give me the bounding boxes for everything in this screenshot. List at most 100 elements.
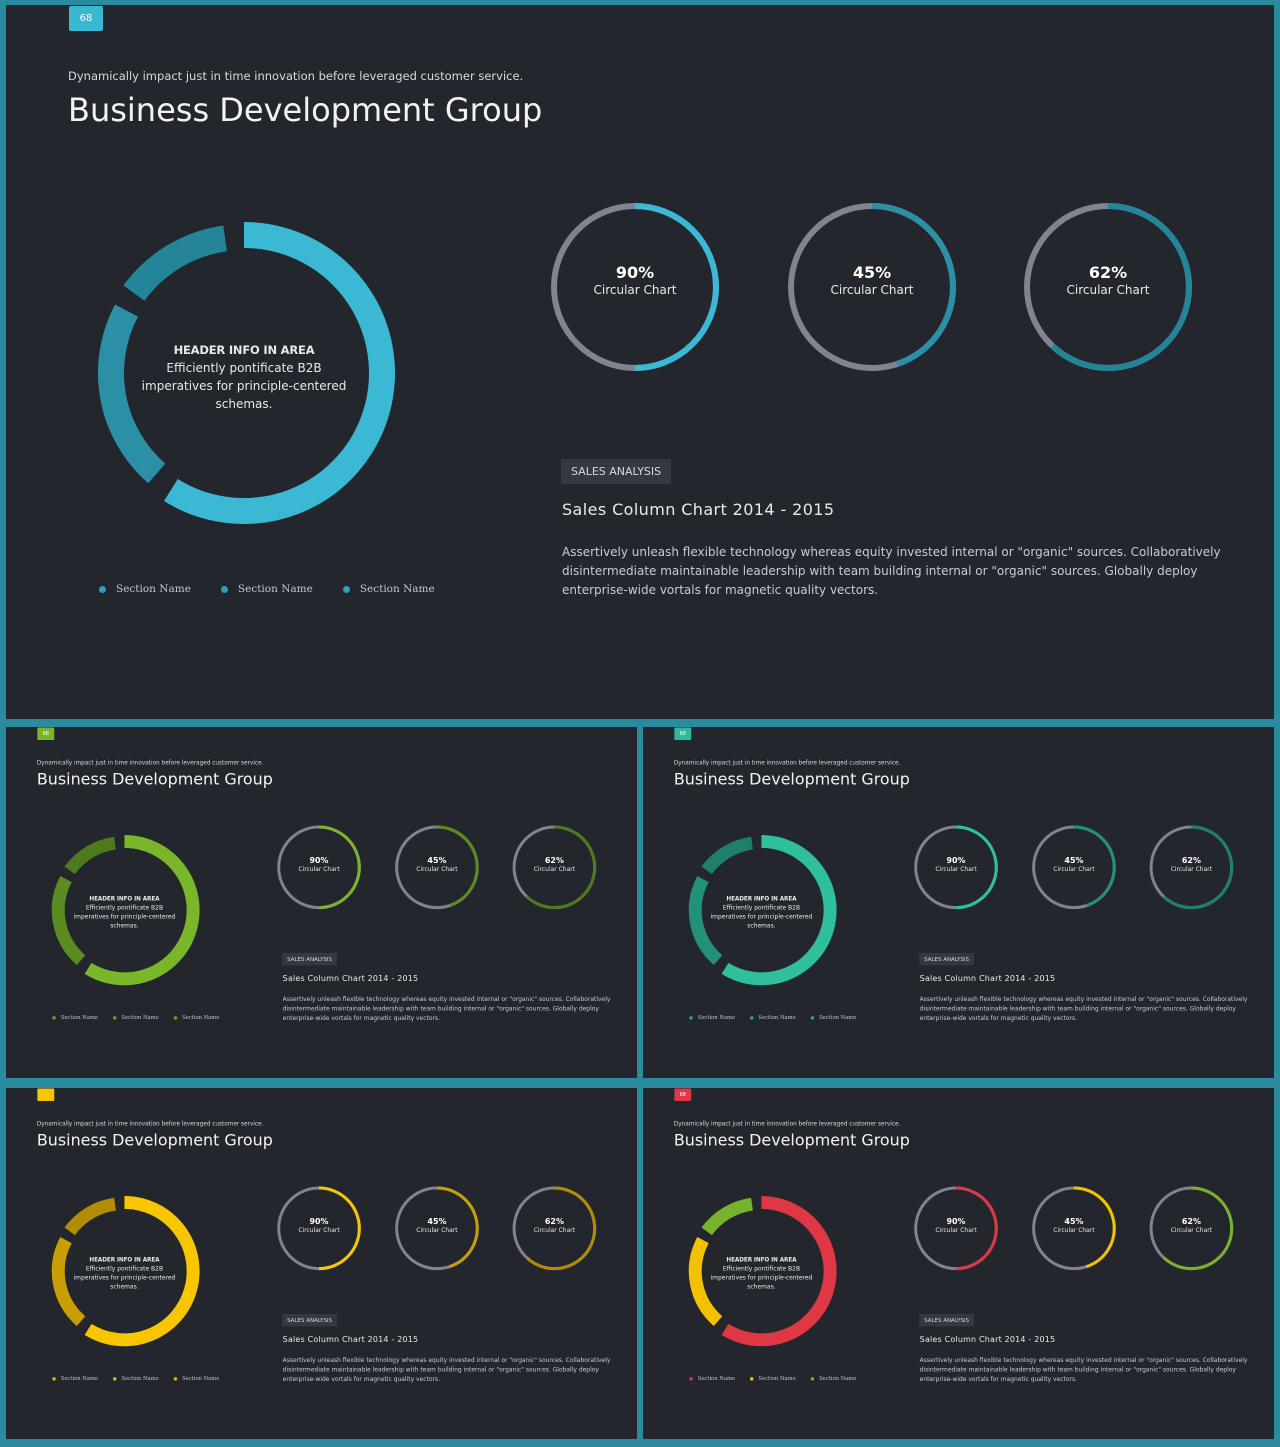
ring-value: 62%: [1088, 263, 1128, 282]
legend-item: Section Name: [112, 1014, 159, 1021]
legend-dot: [220, 585, 228, 593]
donut-segment: [688, 876, 723, 965]
slide-number-badge: 68: [674, 727, 692, 740]
segmented-donut-chart: [688, 1195, 837, 1347]
donut-center-text: HEADER INFO IN AREA Efficiently pontifica…: [68, 1255, 180, 1291]
legend-item: Section Name: [52, 1015, 98, 1021]
ring-text: 90% Circular Chart: [276, 1216, 362, 1233]
ring-value: 45%: [427, 855, 447, 865]
donut-center-text: HEADER INFO IN AREA Efficiently pontifica…: [68, 894, 180, 930]
legend-label: Section Name: [237, 583, 313, 595]
legend-label: Section Name: [819, 1375, 857, 1382]
ring-text: 62% Circular Chart: [512, 855, 598, 872]
slide-title: Business Development Group: [36, 769, 273, 789]
ring-label: Circular Chart: [593, 283, 677, 297]
ring-text: 45% Circular Chart: [394, 1216, 480, 1233]
ring-text: 62% Circular Chart: [1022, 263, 1194, 297]
ring-value: 62%: [544, 1216, 564, 1226]
legend-label: Section Name: [121, 1014, 159, 1021]
ring-progress-arc: [956, 825, 998, 910]
donut-segment: [51, 1237, 86, 1326]
ring-progress-arc: [1162, 1186, 1234, 1271]
legend-item: Section Name: [689, 1376, 735, 1382]
legend-item: Section Name: [810, 1014, 857, 1021]
ring-text: 45% Circular Chart: [1031, 855, 1117, 872]
legend-dot: [749, 1015, 754, 1020]
description-paragraph: Assertively unleash flexible technology …: [282, 1356, 611, 1383]
legend-dot: [689, 1376, 693, 1381]
legend-label: Section Name: [359, 583, 435, 595]
ring-label: Circular Chart: [533, 1226, 576, 1234]
legend-item: Section Name: [52, 1376, 98, 1382]
donut-header: HEADER INFO IN AREA: [726, 895, 797, 903]
sales-analysis-tag: SALES ANALYSIS: [919, 1313, 975, 1327]
circular-progress: 45% Circular Chart: [394, 1186, 480, 1272]
legend: Section Name Section Name Section Name: [689, 1376, 856, 1382]
ring-text: 90% Circular Chart: [913, 1216, 999, 1233]
ring-label: Circular Chart: [935, 865, 977, 873]
legend-dot: [749, 1376, 754, 1381]
sales-chart-title: Sales Column Chart 2014 - 2015: [282, 1334, 419, 1344]
legend-item: Section Name: [173, 1375, 220, 1382]
ring-progress-arc: [1073, 1186, 1116, 1269]
ring-text: 90% Circular Chart: [549, 263, 721, 297]
donut-segment: [701, 1197, 754, 1236]
slide: 68 Dynamically impact just in time innova…: [643, 1088, 1274, 1439]
legend-dot: [112, 1376, 117, 1381]
ring-label: Circular Chart: [298, 865, 340, 873]
legend-label: Section Name: [116, 583, 191, 595]
ring-text: 90% Circular Chart: [913, 855, 999, 872]
sales-analysis-tag: SALES ANALYSIS: [282, 1313, 338, 1327]
slide-number-badge: 68: [69, 6, 103, 31]
sales-analysis-tag: SALES ANALYSIS: [919, 952, 975, 966]
ring-value: 45%: [1064, 855, 1084, 865]
sales-chart-title: Sales Column Chart 2014 - 2015: [919, 1334, 1056, 1344]
slide: Dynamically impact just in time innovati…: [6, 1088, 637, 1439]
slide-subtitle: Dynamically impact just in time innovati…: [68, 69, 524, 83]
circular-progress: 90% Circular Chart: [913, 1186, 999, 1272]
circular-progress: 45% Circular Chart: [1031, 1186, 1117, 1272]
legend-label: Section Name: [182, 1014, 220, 1021]
legend-dot: [810, 1376, 815, 1381]
description-paragraph: Assertively unleash flexible technology …: [562, 545, 1221, 597]
sales-chart-title: Sales Column Chart 2014 - 2015: [282, 973, 419, 983]
slide-subtitle: Dynamically impact just in time innovati…: [673, 1119, 901, 1127]
ring-text: 90% Circular Chart: [276, 855, 362, 872]
ring-value: 90%: [309, 855, 329, 865]
legend-label: Section Name: [182, 1375, 220, 1382]
ring-progress-arc: [525, 825, 597, 910]
donut-body: Efficiently pontificate B2B imperatives …: [73, 904, 176, 930]
ring-value: 90%: [946, 855, 966, 865]
legend-item: Section Name: [689, 1015, 735, 1021]
ring-progress-arc: [1050, 203, 1192, 371]
donut-segment: [701, 836, 754, 875]
slide-title: Business Development Group: [673, 769, 910, 789]
slide-number-badge: 68: [37, 727, 55, 740]
donut-segment: [51, 876, 86, 965]
legend-dot: [342, 585, 350, 593]
donut-center-text: HEADER INFO IN AREA Efficiently pontifica…: [705, 894, 817, 930]
legend-label: Section Name: [758, 1375, 796, 1382]
slide-subtitle: Dynamically impact just in time innovati…: [36, 1119, 264, 1127]
slide: 68 Dynamically impact just in time innova…: [6, 727, 637, 1078]
ring-text: 45% Circular Chart: [786, 263, 958, 297]
donut-segment: [64, 1197, 117, 1236]
circular-progress: 45% Circular Chart: [1031, 825, 1117, 911]
ring-progress-arc: [319, 1186, 361, 1271]
ring-label: Circular Chart: [830, 283, 914, 297]
legend-dot: [173, 1015, 178, 1020]
donut-center-text: HEADER INFO IN AREA Efficiently pontifica…: [131, 341, 357, 413]
circular-progress: 62% Circular Chart: [1149, 1186, 1235, 1272]
legend: Section Name Section Name Section Name: [52, 1015, 219, 1021]
ring-label: Circular Chart: [1170, 865, 1213, 873]
donut-header: HEADER INFO IN AREA: [89, 1256, 160, 1264]
ring-value: 90%: [946, 1216, 966, 1226]
ring-value: 62%: [1181, 1216, 1201, 1226]
donut-body: Efficiently pontificate B2B imperatives …: [710, 1265, 813, 1291]
ring-label: Circular Chart: [1053, 1226, 1095, 1234]
donut-header: HEADER INFO IN AREA: [173, 343, 315, 357]
description-paragraph: Assertively unleash flexible technology …: [282, 995, 611, 1022]
circular-progress: 45% Circular Chart: [786, 201, 958, 373]
legend-label: Section Name: [819, 1014, 857, 1021]
donut-header: HEADER INFO IN AREA: [726, 1256, 797, 1264]
